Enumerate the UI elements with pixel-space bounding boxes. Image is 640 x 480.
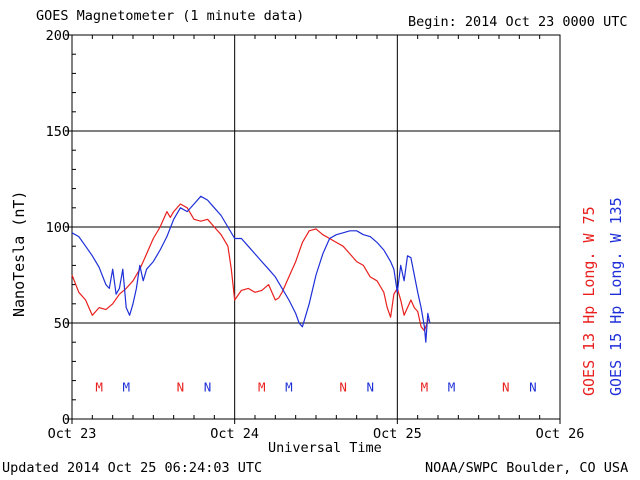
data-source: NOAA/SWPC Boulder, CO USA	[425, 460, 629, 476]
x-tick-label: Oct 25	[373, 426, 422, 442]
local-time-marker-n: N	[339, 379, 347, 394]
begin-time: Begin: 2014 Oct 23 0000 UTC	[408, 14, 628, 30]
local-time-marker-n: N	[502, 379, 510, 394]
local-time-marker-m: M	[448, 379, 456, 394]
local-time-marker-m: M	[421, 379, 429, 394]
x-tick-label: Oct 24	[210, 426, 259, 442]
legend-goes15: GOES 15 Hp Long. W 135	[607, 197, 625, 396]
local-time-marker-m: M	[285, 379, 293, 394]
x-tick-label: Oct 23	[48, 426, 97, 442]
local-time-marker-m: M	[95, 379, 103, 394]
local-time-marker-n: N	[529, 379, 537, 394]
x-axis-label: Universal Time	[268, 440, 382, 456]
local-time-marker-n: N	[177, 379, 185, 394]
local-time-marker-m: M	[258, 379, 266, 394]
y-tick-label: 50	[54, 316, 70, 332]
series-line-goes13	[71, 203, 430, 332]
series-line-goes15	[71, 195, 431, 343]
local-time-marker-n: N	[366, 379, 374, 394]
updated-timestamp: Updated 2014 Oct 25 06:24:03 UTC	[2, 460, 263, 476]
chart-title: GOES Magnetometer (1 minute data)	[36, 8, 305, 24]
local-time-marker-n: N	[204, 379, 212, 394]
y-axis-label: NanoTesla (nT)	[10, 190, 28, 317]
local-time-marker-m: M	[122, 379, 130, 394]
legend-goes13: GOES 13 Hp Long. W 75	[580, 206, 598, 396]
y-tick-label: 100	[46, 220, 70, 236]
x-tick-label: Oct 26	[536, 426, 585, 442]
y-tick-label: 0	[62, 412, 70, 428]
y-tick-label: 200	[46, 28, 70, 44]
y-tick-label: 150	[46, 124, 70, 140]
